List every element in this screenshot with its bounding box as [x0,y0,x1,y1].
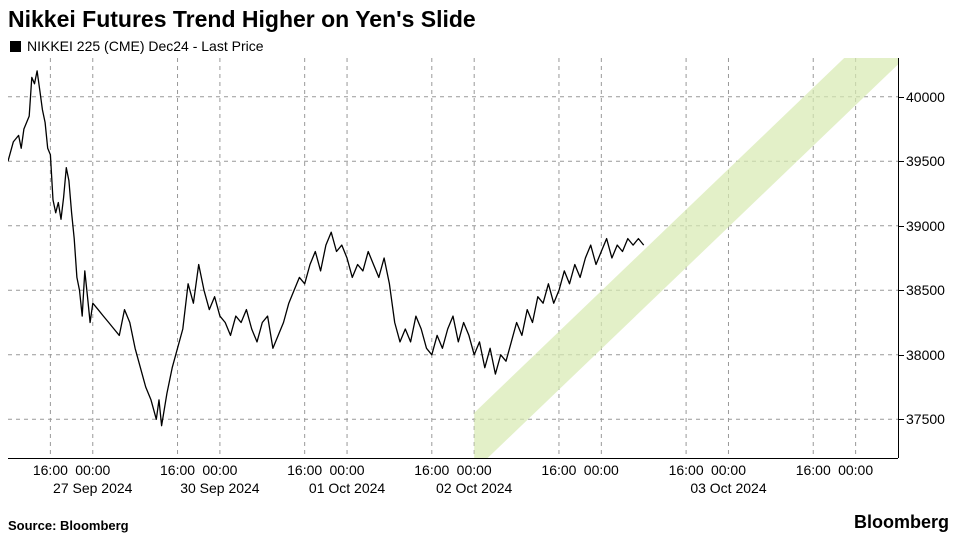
y-tick-label: 37500 [906,411,945,427]
x-tick-time: 00:00 [838,462,873,478]
source-label: Source: Bloomberg [8,518,129,533]
y-tick-mark [898,419,904,420]
x-tick-date: 02 Oct 2024 [436,480,512,496]
x-tick-time: 16:00 [414,462,449,478]
y-tick-mark [898,226,904,227]
x-tick-time: 00:00 [457,462,492,478]
y-tick-label: 39000 [906,218,945,234]
legend: NIKKEI 225 (CME) Dec24 - Last Price [10,38,264,54]
legend-label: NIKKEI 225 (CME) Dec24 - Last Price [27,38,264,54]
legend-swatch [10,41,21,52]
x-tick-date: 30 Sep 2024 [180,480,259,496]
y-tick-mark [898,97,904,98]
x-tick-time: 16:00 [796,462,831,478]
y-tick-mark [898,290,904,291]
y-tick-label: 38500 [906,282,945,298]
x-tick-time: 16:00 [669,462,704,478]
y-tick-label: 38000 [906,347,945,363]
y-tick-mark [898,355,904,356]
x-tick-time: 00:00 [330,462,365,478]
x-tick-time: 16:00 [33,462,68,478]
x-tick-date: 27 Sep 2024 [53,480,132,496]
x-tick-time: 16:00 [287,462,322,478]
y-tick-label: 40000 [906,89,945,105]
x-tick-date: 03 Oct 2024 [690,480,766,496]
y-tick-mark [898,161,904,162]
chart-plot-area [8,58,898,459]
x-tick-date: 01 Oct 2024 [309,480,385,496]
x-tick-time: 00:00 [202,462,237,478]
x-tick-time: 00:00 [584,462,619,478]
x-tick-time: 00:00 [711,462,746,478]
chart-svg [8,58,898,458]
chart-title: Nikkei Futures Trend Higher on Yen's Sli… [8,6,476,33]
x-tick-time: 16:00 [541,462,576,478]
x-tick-time: 00:00 [75,462,110,478]
y-axis-line [898,58,899,458]
y-tick-label: 39500 [906,153,945,169]
brand-label: Bloomberg [854,512,949,533]
x-tick-time: 16:00 [160,462,195,478]
